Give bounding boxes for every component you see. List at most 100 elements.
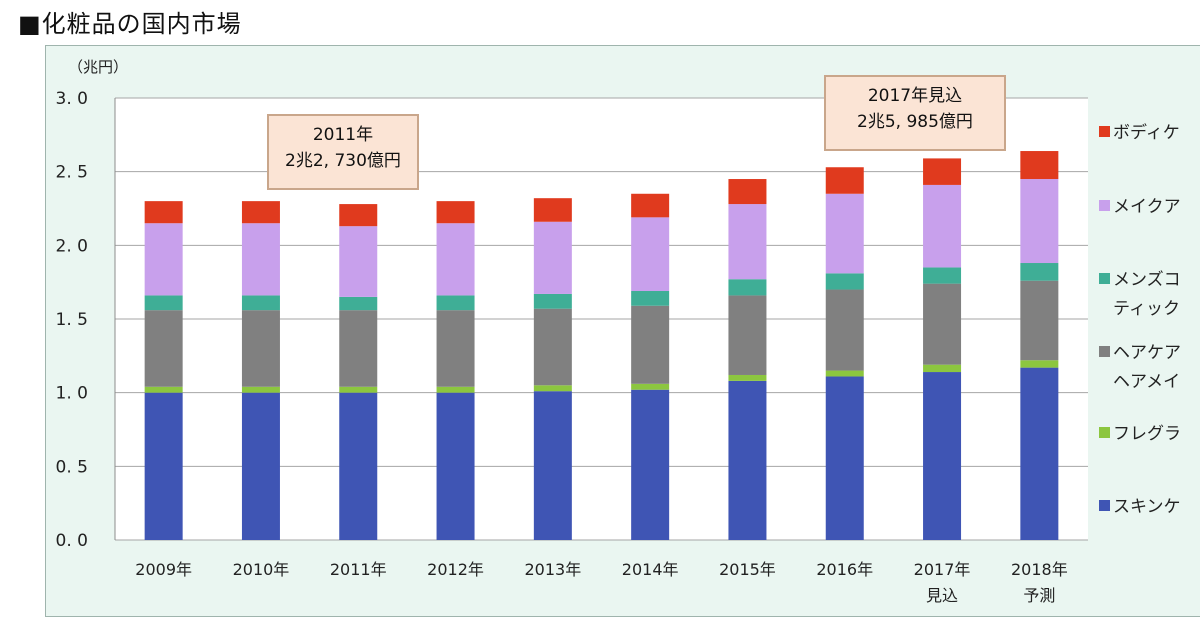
- bar-フレグランス-2013年: [533, 385, 572, 392]
- bar-スキンケア-2018年: [1020, 367, 1059, 540]
- bar-フレグランス-2018年: [1020, 360, 1059, 368]
- bar-スキンケア-2013年: [533, 391, 572, 540]
- y-tick-label: 1. 5: [56, 310, 88, 330]
- bar-メイクアップ-2017年: [923, 184, 962, 268]
- legend-label: メイクア: [1113, 197, 1181, 217]
- x-tick-label: 2012年: [427, 560, 484, 579]
- bar-スキンケア-2017年: [923, 372, 962, 540]
- bar-メイクアップ-2016年: [825, 193, 864, 274]
- x-tick-label: 2009年: [135, 560, 192, 579]
- bar-ヘアケア・ヘアメイク-2016年: [825, 289, 864, 371]
- legend-label: フレグラ: [1113, 424, 1181, 444]
- bar-スキンケア-2016年: [825, 376, 864, 540]
- bar-メンズコスメティック-2016年: [825, 273, 864, 290]
- y-tick-label: 2. 0: [56, 236, 88, 256]
- page-title: ■化粧品の国内市場: [18, 10, 242, 38]
- bar-メンズコスメティック-2014年: [631, 291, 670, 306]
- x-tick-label: 2010年: [233, 560, 290, 579]
- bar-ボディケア-2016年: [825, 167, 864, 194]
- bar-メイクアップ-2009年: [144, 223, 183, 296]
- x-tick-label: 2017年: [914, 560, 971, 579]
- legend-swatch: [1099, 346, 1110, 357]
- bar-メンズコスメティック-2012年: [436, 295, 475, 311]
- bar-フレグランス-2010年: [241, 386, 280, 393]
- bar-ボディケア-2009年: [144, 201, 183, 224]
- bar-フレグランス-2015年: [728, 374, 767, 381]
- bar-スキンケア-2012年: [436, 392, 475, 540]
- bar-メンズコスメティック-2013年: [533, 293, 572, 309]
- bar-メイクアップ-2011年: [339, 226, 378, 297]
- x-tick-label: 予測: [1023, 586, 1055, 605]
- x-tick-label: 2014年: [622, 560, 679, 579]
- bar-ヘアケア・ヘアメイク-2013年: [533, 308, 572, 386]
- bar-ヘアケア・ヘアメイク-2012年: [436, 310, 475, 387]
- legend-swatch: [1099, 273, 1110, 284]
- bar-ヘアケア・ヘアメイク-2018年: [1020, 280, 1059, 361]
- y-tick-label: 3. 0: [56, 89, 88, 109]
- bar-メイクアップ-2010年: [241, 223, 280, 296]
- bar-メイクアップ-2018年: [1020, 179, 1059, 264]
- y-tick-label: 0. 5: [56, 457, 88, 477]
- bar-ヘアケア・ヘアメイク-2010年: [241, 310, 280, 387]
- legend-label: ボディケ: [1113, 122, 1180, 143]
- bar-メンズコスメティック-2015年: [728, 279, 767, 296]
- legend-label: ヘアケア: [1113, 343, 1181, 363]
- bar-スキンケア-2015年: [728, 380, 767, 540]
- chart-panel: 0. 0 0. 5 1. 0 1. 5 2. 0 2. 5 3. 0 （兆円） 2009年 201…: [45, 45, 1200, 617]
- bar-スキンケア-2010年: [241, 392, 280, 540]
- bar-ヘアケア・ヘアメイク-2017年: [923, 283, 962, 365]
- bar-ヘアケア・ヘアメイク-2011年: [339, 310, 378, 387]
- annotation-2011: 2011年 2兆2, 730億円: [267, 114, 419, 190]
- bar-メンズコスメティック-2009年: [144, 295, 183, 311]
- legend-label: ティック: [1113, 299, 1180, 319]
- bar-ボディケア-2010年: [241, 201, 280, 224]
- annotation-2017-line-1: 2017年見込: [867, 86, 963, 106]
- x-tick-label: 2015年: [719, 560, 776, 579]
- legend-swatch: [1099, 200, 1110, 211]
- x-tick-label: 2018年: [1011, 560, 1068, 579]
- bar-メイクアップ-2013年: [533, 221, 572, 294]
- bar-フレグランス-2016年: [825, 370, 864, 377]
- annotation-2011-line-2: 2兆2, 730億円: [285, 151, 401, 171]
- y-tick-label: 2. 5: [56, 163, 88, 183]
- annotation-2017: 2017年見込 2兆5, 985億円: [824, 75, 1006, 151]
- legend-swatch: [1099, 126, 1110, 137]
- bar-ボディケア-2015年: [728, 179, 767, 205]
- bar-ボディケア-2018年: [1020, 151, 1059, 180]
- bar-メンズコスメティック-2017年: [923, 267, 962, 284]
- legend-label: ヘアメイ: [1113, 372, 1180, 392]
- chart-svg: 0. 0 0. 5 1. 0 1. 5 2. 0 2. 5 3. 0 （兆円） 2009年 201…: [56, 58, 1181, 605]
- bar-フレグランス-2014年: [631, 383, 670, 390]
- x-tick-label: 2013年: [524, 560, 581, 579]
- bar-ボディケア-2017年: [923, 158, 962, 185]
- bar-ヘアケア・ヘアメイク-2014年: [631, 305, 670, 384]
- bar-ボディケア-2011年: [339, 204, 378, 227]
- annotation-2011-line-1: 2011年: [312, 125, 374, 145]
- bar-フレグランス-2017年: [923, 364, 962, 373]
- bar-ボディケア-2014年: [631, 193, 670, 218]
- bar-スキンケア-2009年: [144, 392, 183, 540]
- bar-フレグランス-2009年: [144, 386, 183, 393]
- annotation-2017-line-2: 2兆5, 985億円: [857, 112, 973, 132]
- legend-swatch: [1099, 427, 1110, 438]
- x-tick-label: 見込: [926, 586, 958, 605]
- bar-スキンケア-2011年: [339, 392, 378, 540]
- bar-メンズコスメティック-2010年: [241, 295, 280, 311]
- bar-メイクアップ-2014年: [631, 217, 670, 292]
- y-tick-label: 0. 0: [56, 531, 88, 551]
- bar-フレグランス-2011年: [339, 386, 378, 393]
- bar-メイクアップ-2015年: [728, 204, 767, 280]
- y-unit-label: （兆円）: [68, 58, 128, 76]
- bar-メンズコスメティック-2018年: [1020, 263, 1059, 281]
- bar-ボディケア-2012年: [436, 201, 475, 224]
- y-tick-label: 1. 0: [56, 384, 88, 404]
- bar-ヘアケア・ヘアメイク-2015年: [728, 295, 767, 375]
- bar-ヘアケア・ヘアメイク-2009年: [144, 310, 183, 387]
- bar-メイクアップ-2012年: [436, 223, 475, 296]
- x-tick-label: 2016年: [816, 560, 873, 579]
- legend-swatch: [1099, 500, 1110, 511]
- bar-メンズコスメティック-2011年: [339, 296, 378, 311]
- bar-スキンケア-2014年: [631, 389, 670, 540]
- x-tick-label: 2011年: [330, 560, 387, 579]
- bar-フレグランス-2012年: [436, 386, 475, 393]
